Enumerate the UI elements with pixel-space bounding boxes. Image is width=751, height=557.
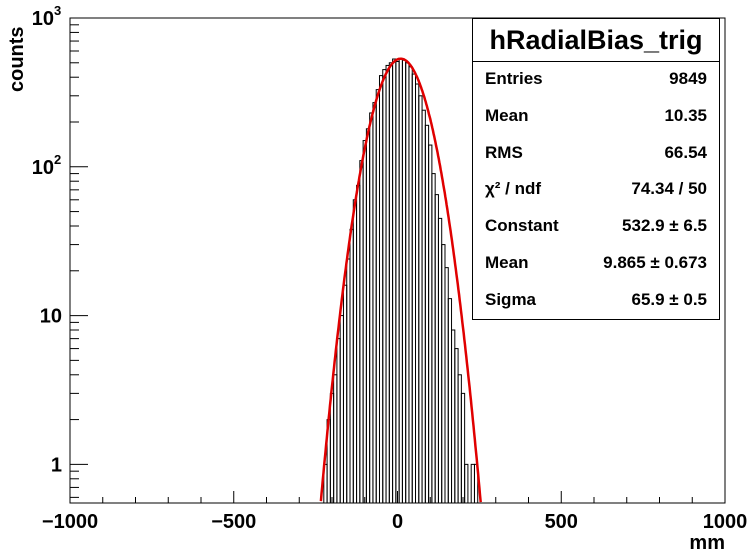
y-tick-label: 10 <box>32 8 54 30</box>
stats-value: 74.34 / 50 <box>631 179 707 198</box>
stats-value: 9.865 ± 0.673 <box>603 253 707 272</box>
gaussian-fit-curve <box>319 57 482 503</box>
stats-label: Mean <box>485 253 529 272</box>
x-tick-label: −500 <box>211 511 256 533</box>
stats-value: 9849 <box>669 69 707 88</box>
y-tick-label: 10 <box>32 157 54 179</box>
stats-row-fit-mean: Mean 9.865 ± 0.673 <box>485 251 707 275</box>
stats-box: hRadialBias_trig Entries 9849 Mean 10.35… <box>472 18 720 320</box>
y-tick-exponent: 2 <box>54 152 61 167</box>
stats-row-mean: Mean 10.35 <box>485 104 707 128</box>
stats-row-entries: Entries 9849 <box>485 67 707 91</box>
histogram-bin <box>464 463 469 504</box>
y-tick-exponent: 3 <box>54 3 61 18</box>
y-axis-label-wrap: counts <box>6 26 29 92</box>
stats-row-sigma: Sigma 65.9 ± 0.5 <box>485 288 707 312</box>
histogram-bins <box>323 58 479 504</box>
x-tick-label: −1000 <box>42 511 98 533</box>
stats-label: Constant <box>485 216 559 235</box>
x-tick-label: 1000 <box>703 511 748 533</box>
x-axis-label: mm <box>689 532 725 554</box>
stats-row-rms: RMS 66.54 <box>485 141 707 165</box>
stats-label: RMS <box>485 143 523 162</box>
x-tick-label: 0 <box>392 511 403 533</box>
stats-row-chi2: χ² / ndf 74.34 / 50 <box>485 177 707 201</box>
stats-label: Entries <box>485 69 543 88</box>
stats-label: χ² / ndf <box>485 179 542 198</box>
y-tick-label: 1 <box>51 454 62 476</box>
stats-label: Sigma <box>485 290 537 309</box>
y-tick-label: 10 <box>40 306 62 328</box>
stats-value: 10.35 <box>664 106 707 125</box>
y-axis-label: counts <box>6 26 28 92</box>
stats-label: Mean <box>485 106 529 125</box>
stats-title: hRadialBias_trig <box>473 19 719 62</box>
stats-value: 532.9 ± 6.5 <box>622 216 707 235</box>
x-tick-label: 500 <box>545 511 578 533</box>
stats-value: 65.9 ± 0.5 <box>631 290 708 309</box>
stats-value: 66.54 <box>664 143 707 162</box>
stats-row-constant: Constant 532.9 ± 6.5 <box>485 214 707 238</box>
x-axis-ticks: −1000 −500 0 500 1000 <box>42 491 747 533</box>
